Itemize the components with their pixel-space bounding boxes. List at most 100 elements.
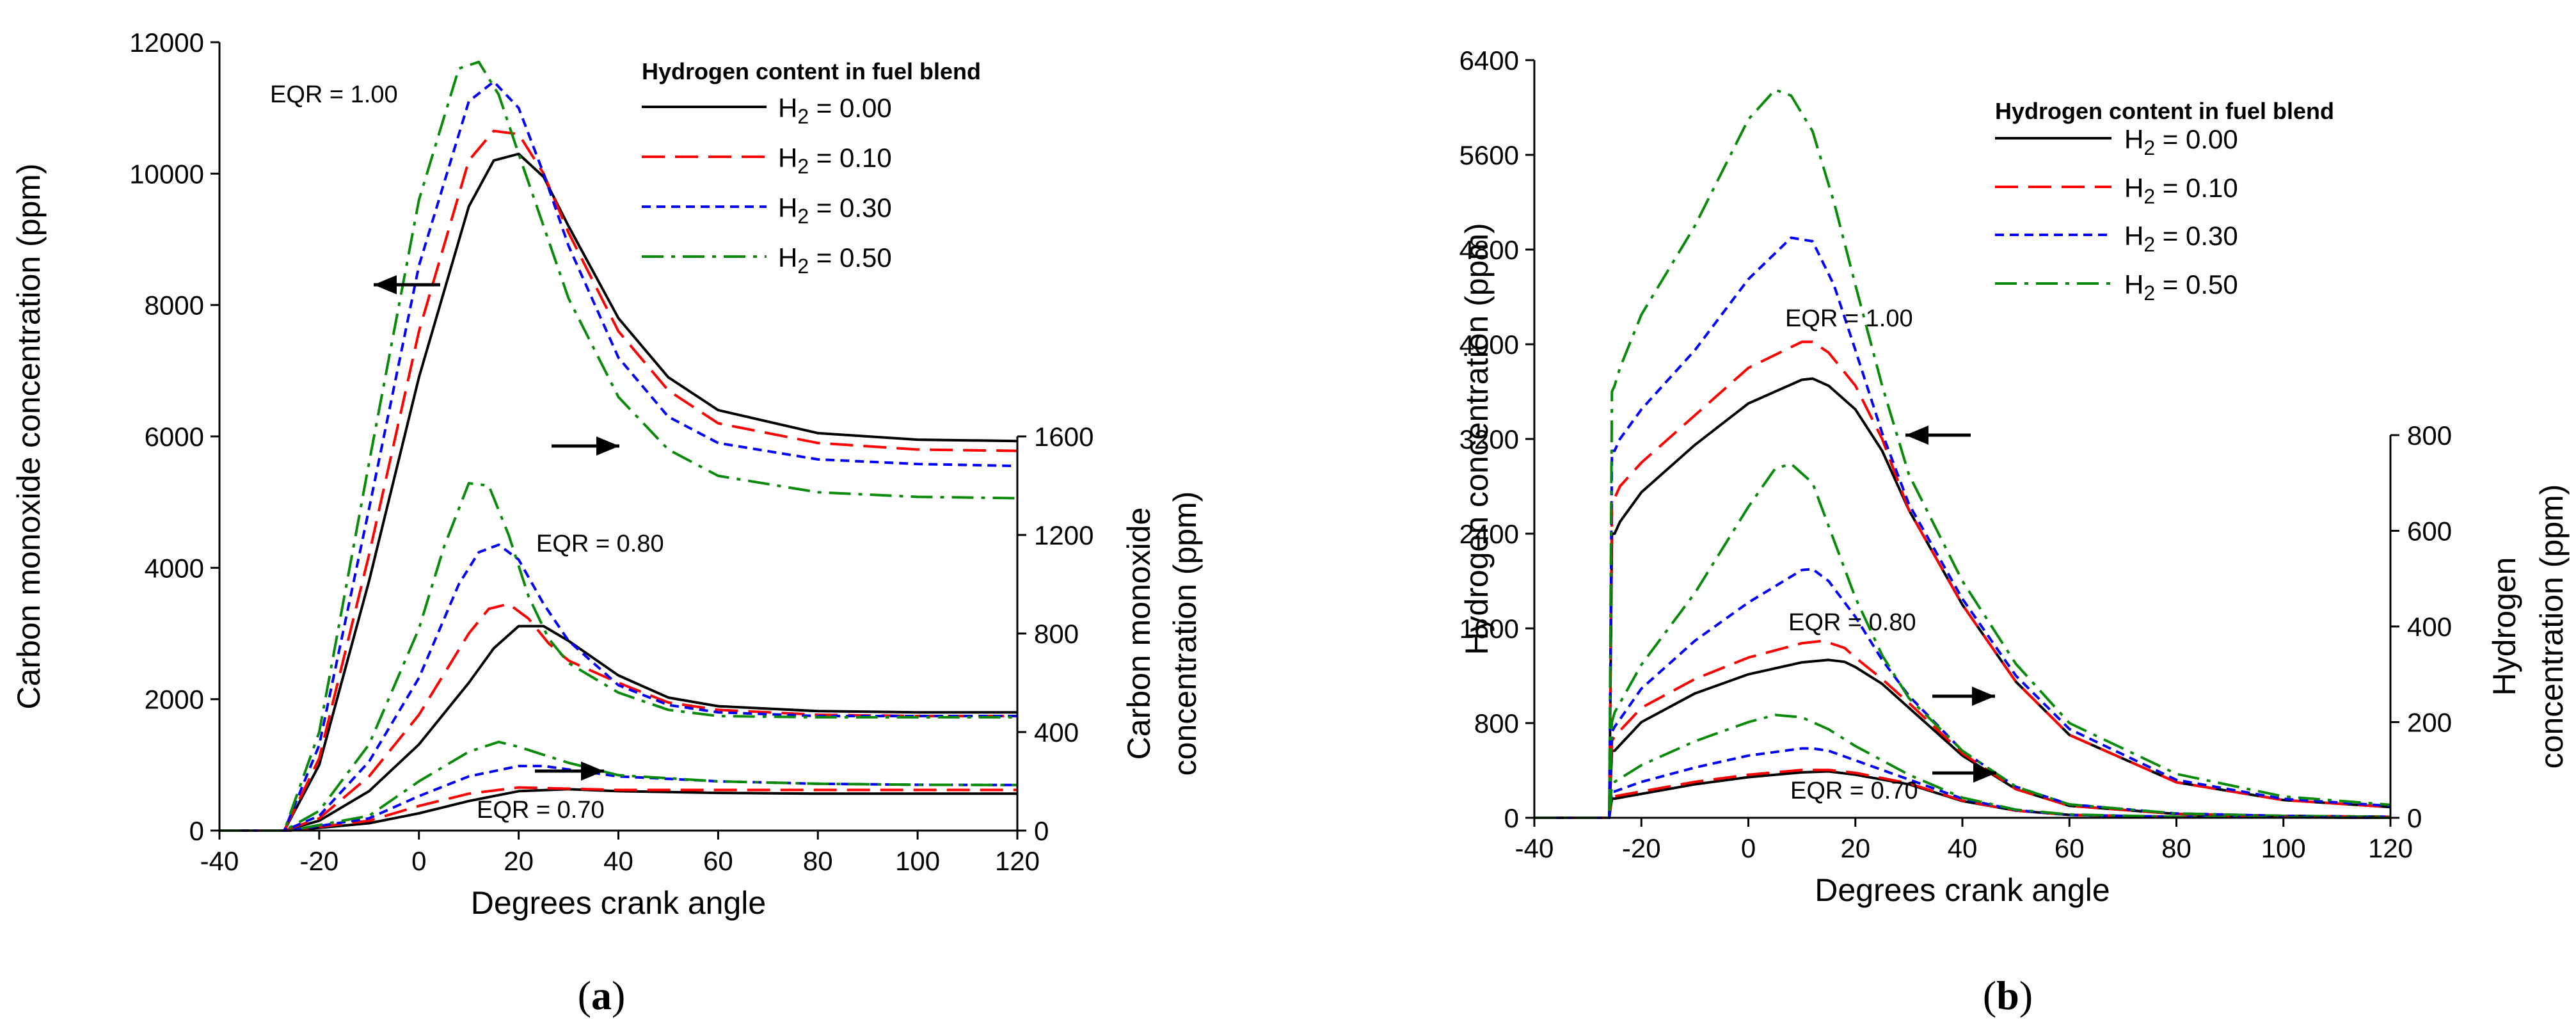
series-line-eqr1-h2-0 [219,152,1018,832]
y-axis-label: Carbon monoxide concentration (ppm) [11,163,47,709]
x-tick-label: 100 [2261,833,2306,863]
eqr-annotation: EQR = 1.00 [1785,305,1913,332]
x-tick-label: 20 [1840,833,1870,863]
y2-tick-label: 600 [2407,516,2452,546]
series-line-eqr3-h2-3 [1534,713,2391,819]
series-line-eqr2-h2-0 [1534,658,2391,819]
y-tick-label: 2000 [145,685,204,715]
x-tick-label: 120 [2368,833,2413,863]
y-tick-label: 0 [189,816,204,846]
x-tick-label: 80 [2161,833,2191,863]
series-line-eqr2-h2-1 [219,602,1017,832]
x-tick-label: 0 [411,846,426,876]
y2-tick-label: 0 [2407,803,2422,833]
x-tick-label: 60 [703,846,733,876]
y2-tick-label: 0 [1034,816,1049,846]
legend-title: Hydrogen content in fuel blend [1995,98,2334,124]
y-tick-label: 6400 [1459,45,1519,76]
panel-caption: (a) [578,973,626,1018]
panel-a: -40 -20 0 20 40 60 80 100 1200200040006000800010… [11,28,1203,1018]
legend-label: H2 = 0.10 [2124,173,2238,208]
y-axis-label: Hydrogen concentration (ppm) [1459,223,1495,655]
y-tick-label: 0 [1504,803,1519,833]
axis-arrow-1-head [374,275,397,294]
y2-tick-label: 1200 [1034,520,1093,550]
y-tick-label: 2400 [1459,519,1519,549]
series-line-eqr2-h2-3 [219,482,1017,832]
legend-label: H2 = 0.00 [2124,124,2238,159]
legend-label: H2 = 0.30 [2124,221,2238,256]
y-tick-label: 5600 [1459,140,1519,170]
axis-arrow-1-head [1905,426,1928,445]
x-tick-label: 80 [803,846,833,876]
y-tick-label: 6000 [145,422,204,452]
y-tick-label: 12000 [129,28,204,58]
axis-arrow-2 [1932,687,1995,706]
legend-label: H2 = 0.10 [778,143,892,178]
y2-tick-label: 200 [2407,708,2452,738]
y2-tick-label: 400 [1034,717,1079,747]
y-tick-label: 4800 [1459,235,1519,265]
y-tick-label: 4000 [1459,330,1519,360]
series-line-eqr3-h2-2 [1534,747,2391,819]
panel-caption: (b) [1983,973,2033,1018]
series-line-eqr2-h2-1 [1534,639,2391,819]
legend-label: H2 = 0.30 [778,193,892,228]
legend-title: Hydrogen content in fuel blend [642,58,981,84]
x-tick-label: 120 [995,846,1040,876]
y2-tick-label: 400 [2407,612,2452,642]
y-tick-label: 1600 [1459,614,1519,644]
x-tick-label: -20 [300,846,339,876]
series-line-eqr2-h2-0 [219,625,1017,832]
series-line-eqr1-h2-2 [1534,236,2391,819]
legend-label: H2 = 0.50 [778,243,892,278]
x-axis-label: Degrees crank angle [471,885,766,921]
series-line-eqr2-h2-2 [219,543,1017,832]
y2-axis-label-line: Carbon monoxide [1121,507,1157,760]
x-tick-label: 0 [1741,833,1756,863]
axis-arrow-3 [535,761,604,781]
series-line-eqr1-h2-1 [1534,340,2391,819]
series-line-eqr1-h2-3 [1534,88,2391,819]
axis-arrow-1 [1905,426,1971,445]
legend-label: H2 = 0.50 [2124,269,2238,305]
series-line-eqr2-h2-3 [1534,462,2391,819]
x-tick-label: 20 [504,846,534,876]
y-tick-label: 8000 [145,291,204,321]
axis-arrow-2-head [1972,687,1995,706]
y2-axis-label-line: concentration (ppm) [2534,484,2570,769]
axis-arrow-1 [374,275,440,294]
series-line-eqr1-h2-3 [219,60,1018,832]
x-tick-label: 60 [2055,833,2085,863]
y-tick-label: 3200 [1459,424,1519,454]
axis-arrow-2-head [596,436,619,456]
axis-arrow-3 [1932,763,1996,783]
series-line-eqr3-h2-1 [219,786,1017,832]
x-tick-label: 40 [603,846,633,876]
eqr-annotation: EQR = 1.00 [270,81,398,108]
legend-label: H2 = 0.00 [778,93,892,128]
series-line-eqr3-h2-0 [219,788,1017,832]
axis-arrow-2 [552,436,619,456]
y2-tick-label: 800 [1034,619,1079,649]
x-tick-label: 40 [1948,833,1978,863]
y2-axis-label-line: Hydrogen [2486,557,2522,696]
x-tick-label: 100 [895,846,940,876]
series-line-eqr1-h2-1 [219,129,1018,832]
eqr-annotation: EQR = 0.80 [536,530,664,557]
x-tick-label: -40 [1515,833,1554,863]
y2-tick-label: 800 [2407,420,2452,450]
x-tick-label: -20 [1622,833,1661,863]
x-axis-label: Degrees crank angle [1815,872,2110,908]
axis-arrow-3-head [1973,763,1996,783]
eqr-annotation: EQR = 0.70 [1790,777,1918,804]
series-line-eqr3-h2-1 [1534,769,2391,819]
y-tick-label: 10000 [129,159,204,189]
eqr-annotation: EQR = 0.70 [477,797,605,824]
y-tick-label: 800 [1474,708,1519,738]
y2-tick-label: 1600 [1034,422,1093,452]
axis-arrow-3-head [581,761,604,781]
y2-axis-label-line: concentration (ppm) [1167,491,1203,776]
x-tick-label: -40 [200,846,239,876]
